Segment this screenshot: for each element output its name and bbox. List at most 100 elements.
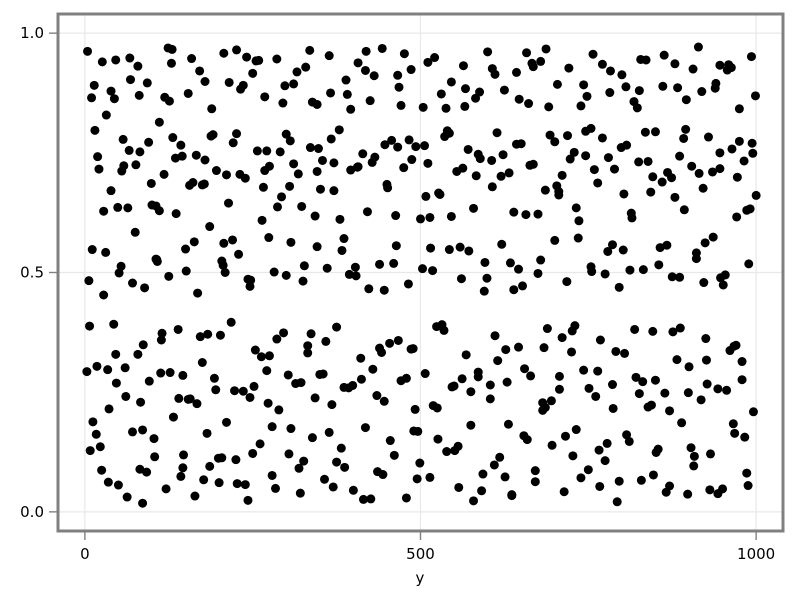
scatter-point bbox=[518, 281, 528, 291]
scatter-point bbox=[104, 404, 114, 414]
scatter-point bbox=[648, 470, 658, 480]
scatter-point bbox=[106, 86, 116, 96]
scatter-point bbox=[460, 84, 470, 94]
scatter-point bbox=[544, 102, 554, 112]
scatter-point bbox=[469, 203, 479, 213]
scatter-point bbox=[673, 83, 683, 93]
scatter-point bbox=[232, 129, 242, 139]
scatter-point bbox=[346, 104, 356, 114]
scatter-point bbox=[648, 172, 658, 182]
scatter-point bbox=[168, 412, 178, 422]
scatter-point bbox=[659, 50, 669, 60]
scatter-point bbox=[700, 238, 710, 248]
scatter-point bbox=[260, 92, 270, 102]
scatter-point bbox=[303, 348, 313, 358]
scatter-point bbox=[684, 362, 694, 372]
scatter-point bbox=[321, 336, 331, 346]
scatter-point bbox=[522, 48, 532, 58]
scatter-point bbox=[457, 374, 467, 384]
scatter-point bbox=[686, 443, 696, 453]
scatter-point bbox=[546, 396, 556, 406]
scatter-point bbox=[299, 261, 309, 271]
scatter-point bbox=[199, 179, 209, 189]
scatter-point bbox=[636, 475, 646, 485]
scatter-point bbox=[708, 167, 718, 177]
scatter-point bbox=[670, 59, 680, 69]
scatter-point bbox=[603, 246, 613, 256]
scatter-point bbox=[421, 191, 431, 201]
scatter-point bbox=[594, 445, 604, 455]
scatter-point bbox=[607, 240, 617, 250]
scatter-point bbox=[625, 265, 635, 275]
scatter-point bbox=[387, 135, 397, 145]
scatter-point bbox=[217, 453, 227, 463]
scatter-point bbox=[485, 380, 495, 390]
scatter-point bbox=[420, 141, 430, 151]
scatter-point bbox=[514, 264, 524, 274]
scatter-point bbox=[579, 80, 589, 90]
scatter-point bbox=[646, 400, 656, 410]
scatter-point bbox=[348, 380, 358, 390]
scatter-point bbox=[94, 164, 104, 174]
scatter-point bbox=[379, 285, 389, 295]
scatter-point bbox=[485, 394, 495, 404]
scatter-point bbox=[238, 386, 248, 396]
scatter-point bbox=[324, 51, 334, 61]
scatter-point bbox=[224, 198, 234, 208]
scatter-point bbox=[297, 201, 307, 211]
scatter-point bbox=[144, 376, 154, 386]
scatter-point bbox=[315, 184, 325, 194]
scatter-point bbox=[458, 163, 468, 173]
scatter-point bbox=[260, 166, 270, 176]
scatter-point bbox=[238, 80, 248, 90]
scatter-point bbox=[679, 133, 689, 143]
scatter-point bbox=[742, 205, 752, 215]
scatter-point bbox=[289, 159, 299, 169]
scatter-point bbox=[389, 450, 399, 460]
scatter-point bbox=[215, 330, 225, 340]
scatter-point bbox=[189, 237, 199, 247]
scatter-point bbox=[379, 396, 389, 406]
scatter-point bbox=[97, 57, 107, 67]
scatter-point bbox=[356, 374, 366, 384]
axis-tick-labels: 0 500 1000 0.0 0.5 1.0 bbox=[20, 24, 775, 563]
scatter-point bbox=[675, 323, 685, 333]
scatter-point bbox=[121, 391, 131, 401]
scatter-point bbox=[661, 487, 671, 497]
scatter-point bbox=[618, 245, 628, 255]
scatter-point bbox=[464, 246, 474, 256]
scatter-point bbox=[174, 393, 184, 403]
scatter-point bbox=[364, 284, 374, 294]
scatter-point bbox=[658, 81, 668, 91]
scatter-point bbox=[293, 169, 303, 179]
scatter-point bbox=[514, 342, 524, 352]
scatter-point bbox=[183, 88, 193, 98]
scatter-point bbox=[447, 382, 457, 392]
scatter-point bbox=[84, 276, 94, 286]
scatter-point bbox=[605, 88, 615, 98]
scatter-point bbox=[460, 101, 470, 111]
scatter-point bbox=[554, 371, 564, 381]
scatter-point bbox=[87, 93, 97, 103]
scatter-point bbox=[715, 148, 725, 158]
scatter-point bbox=[120, 363, 130, 373]
scatter-point bbox=[332, 322, 342, 332]
scatter-point bbox=[668, 327, 678, 337]
scatter-point bbox=[164, 271, 174, 281]
scatter-point bbox=[103, 477, 113, 487]
scatter-point bbox=[231, 455, 241, 465]
scatter-point bbox=[672, 355, 682, 365]
scatter-point bbox=[428, 401, 438, 411]
scatter-point bbox=[336, 443, 346, 453]
scatter-point bbox=[458, 61, 468, 71]
scatter-point bbox=[118, 134, 128, 144]
scatter-point bbox=[574, 216, 584, 226]
scatter-point bbox=[446, 77, 456, 87]
scatter-point bbox=[296, 378, 306, 388]
scatter-point bbox=[256, 352, 266, 362]
scatter-point bbox=[489, 460, 499, 470]
scatter-point bbox=[681, 124, 691, 134]
scatter-point bbox=[93, 152, 103, 162]
scatter-point bbox=[255, 439, 265, 449]
scatter-point bbox=[425, 212, 435, 222]
